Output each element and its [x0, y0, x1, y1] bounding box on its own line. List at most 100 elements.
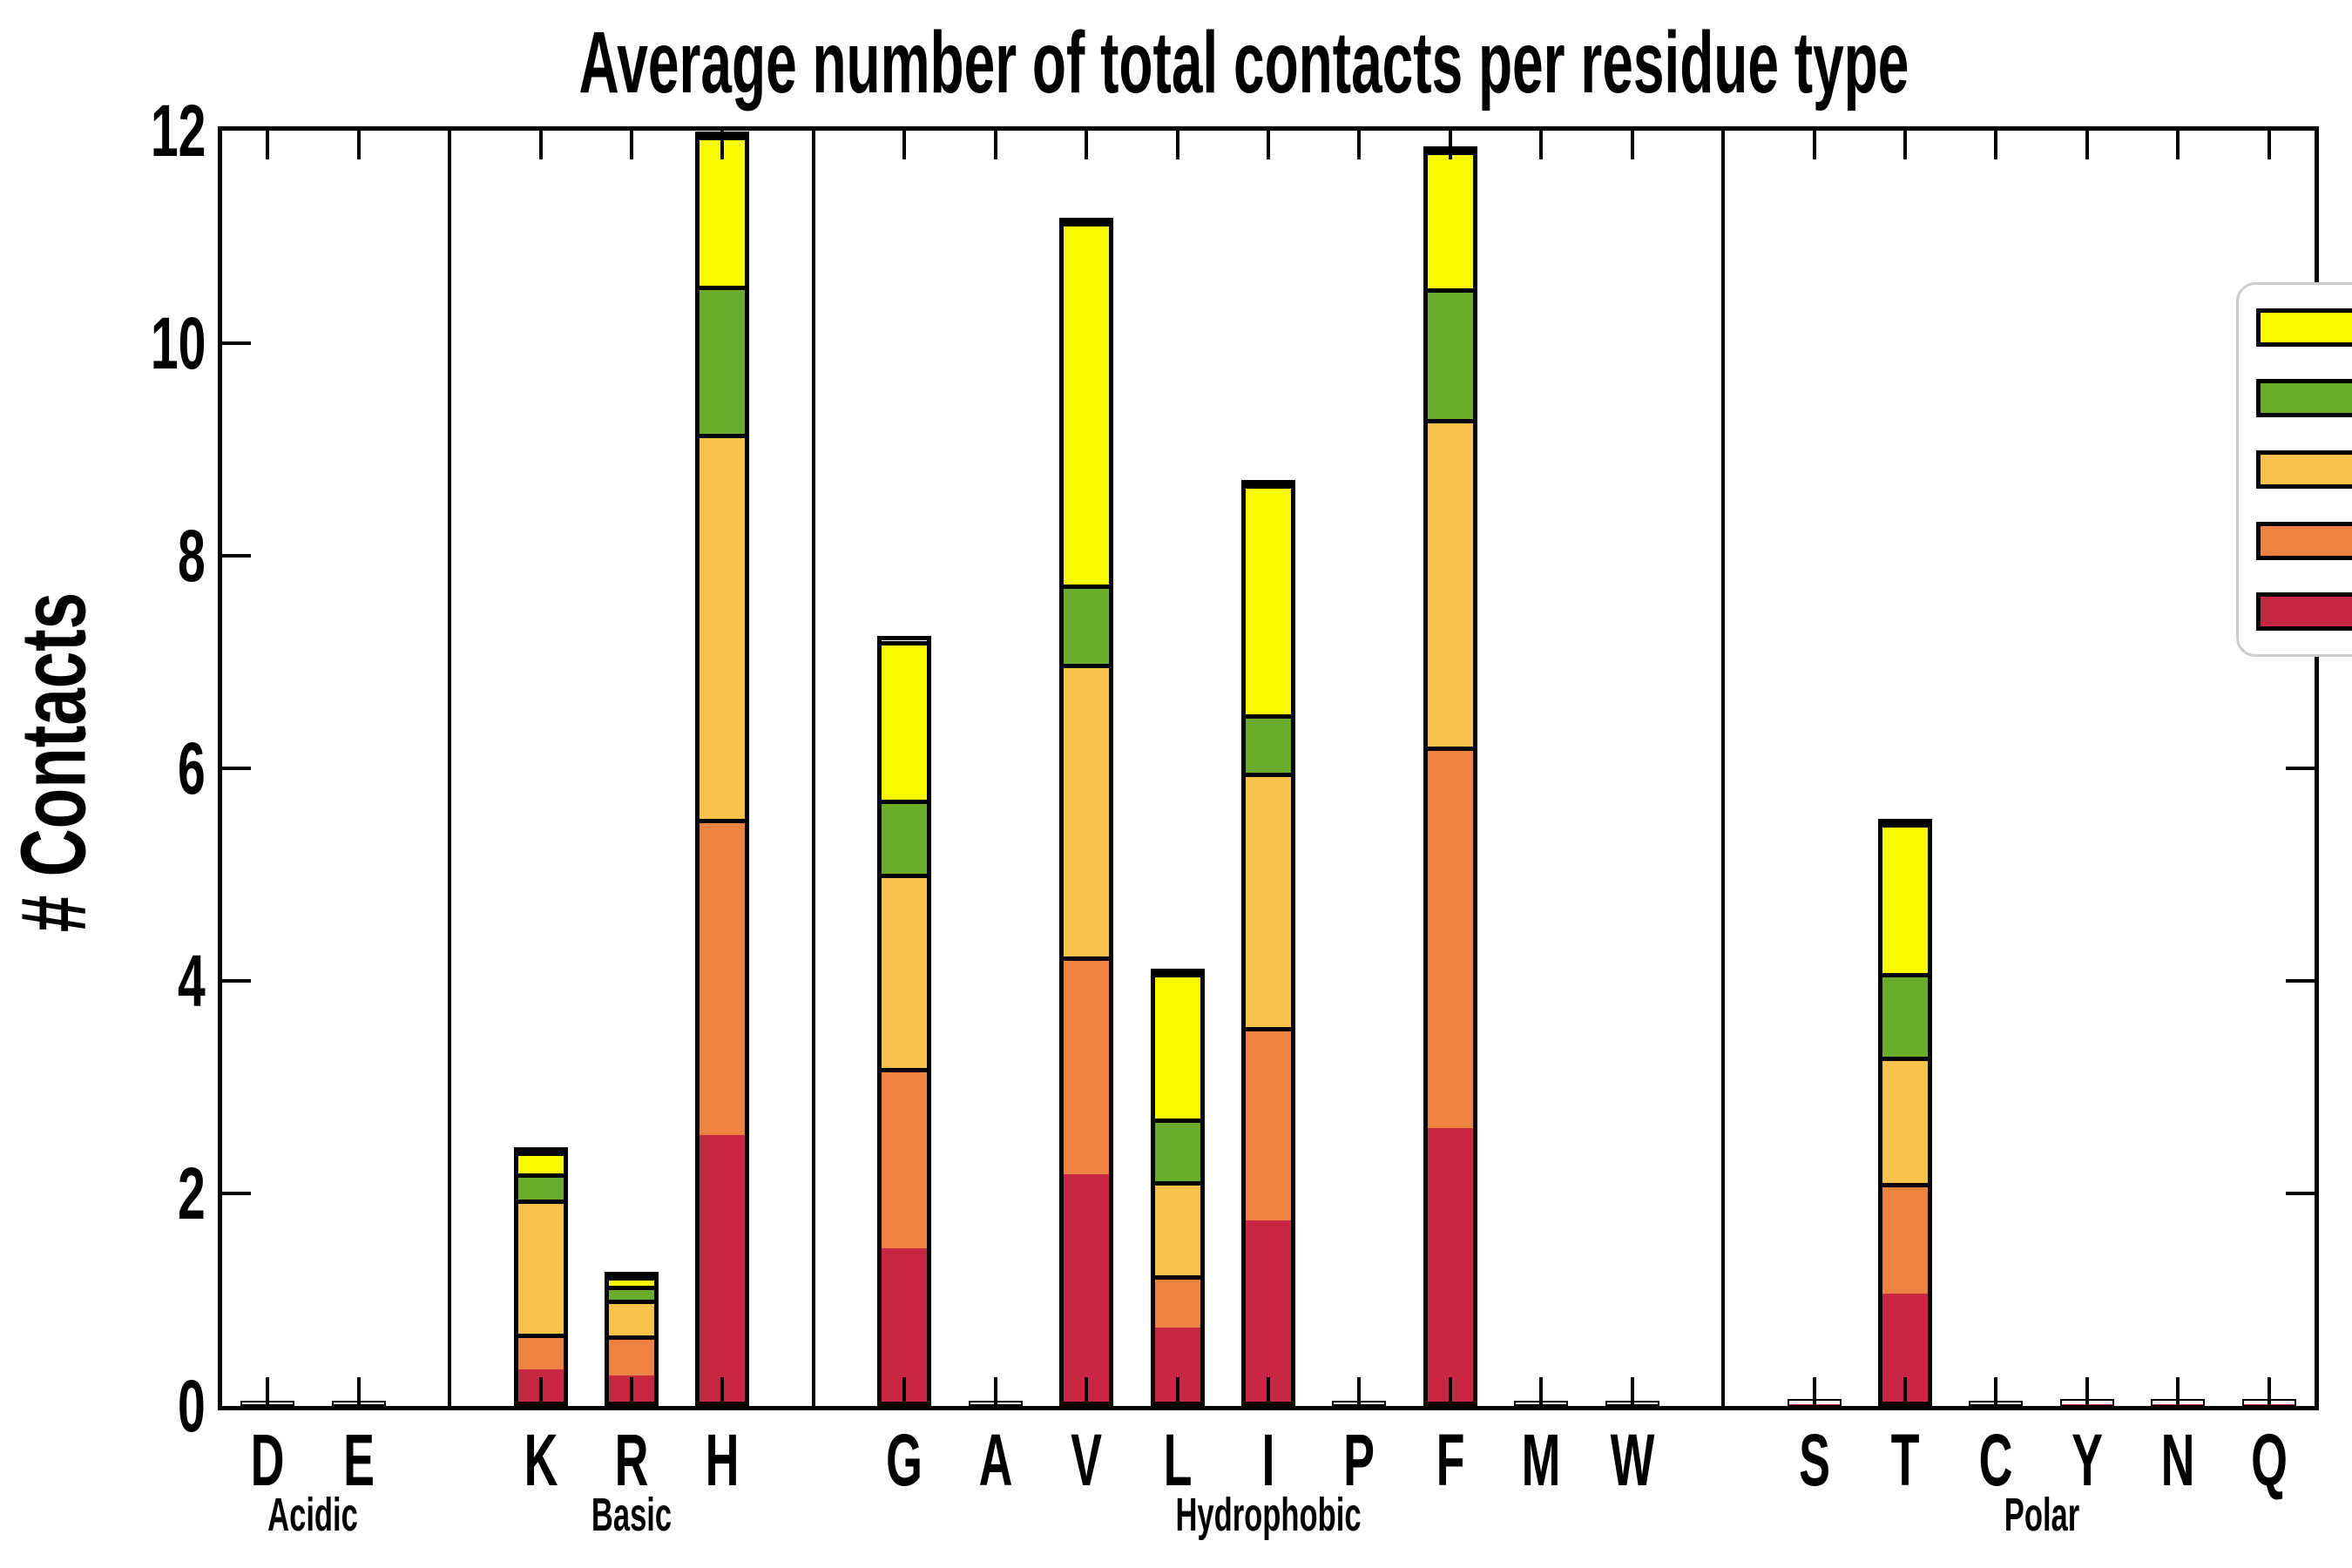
bar-L — [1150, 969, 1205, 1406]
bar-F — [1423, 146, 1477, 1406]
legend-swatch-DOPS — [2256, 449, 2352, 489]
category-label-text: D — [250, 1419, 285, 1501]
category-label-Q: Q — [2240, 1423, 2297, 1497]
category-label-text: G — [886, 1419, 923, 1501]
chart-title: Average number of total contacts per res… — [205, 16, 2208, 110]
x-tick-bottom — [1994, 1377, 1998, 1406]
y-tick-label-text: 0 — [178, 1365, 206, 1447]
x-tick-bottom — [356, 1377, 361, 1406]
category-label-M: M — [1511, 1423, 1571, 1497]
x-tick-bottom — [266, 1377, 270, 1406]
bar-K-segment-CHOL — [517, 1152, 564, 1173]
x-tick-top — [1175, 131, 1179, 159]
bar-F-segment-DOPC — [1427, 1128, 1473, 1402]
category-label-L: L — [1155, 1423, 1200, 1497]
x-tick-bottom — [1267, 1377, 1270, 1406]
x-tick-top — [2085, 131, 2089, 159]
x-tick-top — [1357, 131, 1362, 159]
bar-V-segment-DPSM — [1064, 584, 1110, 665]
category-label-F: F — [1428, 1423, 1472, 1497]
category-label-text: A — [978, 1419, 1013, 1501]
bar-V-segment-DOPS — [1064, 664, 1110, 956]
x-tick-bottom — [1812, 1377, 1816, 1406]
x-tick-bottom — [2176, 1377, 2180, 1406]
bar-G-segment-CHOL — [882, 640, 928, 801]
y-tick-label-text: 10 — [150, 302, 206, 384]
group-separator-line — [448, 131, 452, 1406]
x-tick-top — [266, 131, 270, 159]
category-label-text: V — [1071, 1419, 1103, 1501]
bar-G-segment-DOPC — [882, 1247, 928, 1402]
legend: CHOL DPSM DOPS DOPE DOPC — [2236, 282, 2352, 657]
x-tick-bottom — [1630, 1377, 1634, 1406]
bar-R-segment-DOPS — [608, 1299, 654, 1335]
x-tick-top — [1994, 131, 1998, 159]
category-label-text: W — [1610, 1419, 1655, 1501]
legend-row-CHOL: CHOL — [2256, 301, 2352, 354]
x-tick-top — [720, 131, 725, 159]
y-tick-label-text: 4 — [178, 940, 206, 1022]
group-label-Basic: Basic — [569, 1491, 694, 1538]
bar-K-segment-DOPE — [517, 1334, 564, 1369]
legend-row-DOPE: DOPE — [2256, 515, 2352, 567]
bar-L-segment-CHOL — [1154, 973, 1200, 1119]
bar-V-segment-DOPC — [1064, 1174, 1110, 1402]
x-tick-top — [629, 131, 633, 159]
bar-R-segment-DPSM — [608, 1286, 654, 1300]
x-tick-top — [1085, 131, 1089, 159]
category-label-text: P — [1343, 1419, 1375, 1501]
plot-area: CHOL DPSM DOPS DOPE DOPC — [218, 126, 2352, 1410]
x-tick-top — [1630, 131, 1634, 159]
category-label-A: A — [969, 1423, 1022, 1497]
group-label-text: Polar — [2004, 1489, 2079, 1541]
bar-I — [1241, 480, 1295, 1406]
y-tick-right — [2286, 1192, 2315, 1195]
category-label-G: G — [876, 1423, 933, 1497]
category-label-W: W — [1598, 1423, 1666, 1497]
bar-I-segment-DOPE — [1246, 1027, 1291, 1220]
category-label-text: H — [705, 1419, 740, 1501]
y-tick-label-text: 6 — [178, 727, 206, 809]
x-tick-top — [1448, 131, 1452, 159]
x-tick-bottom — [720, 1377, 725, 1406]
category-label-T: T — [1882, 1423, 1927, 1497]
y-tick-label-0: 0 — [26, 1369, 206, 1443]
x-tick-top — [1539, 131, 1544, 159]
y-tick-right — [2286, 767, 2315, 770]
y-tick-left — [222, 767, 251, 770]
category-label-E: E — [335, 1423, 383, 1497]
legend-swatch-DPSM — [2256, 379, 2352, 418]
bar-K-segment-DOPS — [517, 1199, 564, 1335]
category-label-text: Q — [2250, 1419, 2288, 1501]
bar-T-segment-DOPS — [1882, 1057, 1929, 1183]
x-tick-bottom — [1085, 1377, 1089, 1406]
bar-H-segment-DOPE — [700, 818, 746, 1136]
category-label-K: K — [514, 1423, 567, 1497]
group-label-text: Hydrophobic — [1175, 1489, 1362, 1541]
bar-K-segment-DPSM — [517, 1173, 564, 1200]
legend-row-DOPC: DOPC — [2256, 585, 2352, 638]
x-tick-bottom — [902, 1377, 907, 1406]
group-label-text: Acidic — [267, 1489, 359, 1541]
x-tick-bottom — [538, 1377, 543, 1406]
category-label-Y: Y — [2063, 1423, 2112, 1497]
category-label-text: F — [1436, 1419, 1465, 1501]
category-label-C: C — [1970, 1423, 2023, 1497]
legend-row-DOPS: DOPS — [2256, 443, 2352, 496]
bar-G — [877, 636, 932, 1406]
category-label-text: Y — [2071, 1419, 2103, 1501]
y-tick-left — [222, 979, 251, 983]
bar-V — [1059, 217, 1114, 1406]
category-label-S: S — [1790, 1423, 1839, 1497]
bar-V-segment-DOPE — [1064, 956, 1110, 1175]
y-tick-left — [222, 341, 251, 345]
category-label-text: T — [1890, 1419, 1920, 1501]
x-tick-top — [1903, 131, 1908, 159]
bar-H-segment-DOPS — [700, 434, 746, 819]
bar-L-segment-DPSM — [1154, 1118, 1200, 1181]
x-tick-top — [1267, 131, 1270, 159]
category-label-N: N — [2152, 1423, 2205, 1497]
bar-T-segment-DPSM — [1882, 973, 1929, 1058]
bar-I-segment-DOPS — [1246, 772, 1291, 1028]
